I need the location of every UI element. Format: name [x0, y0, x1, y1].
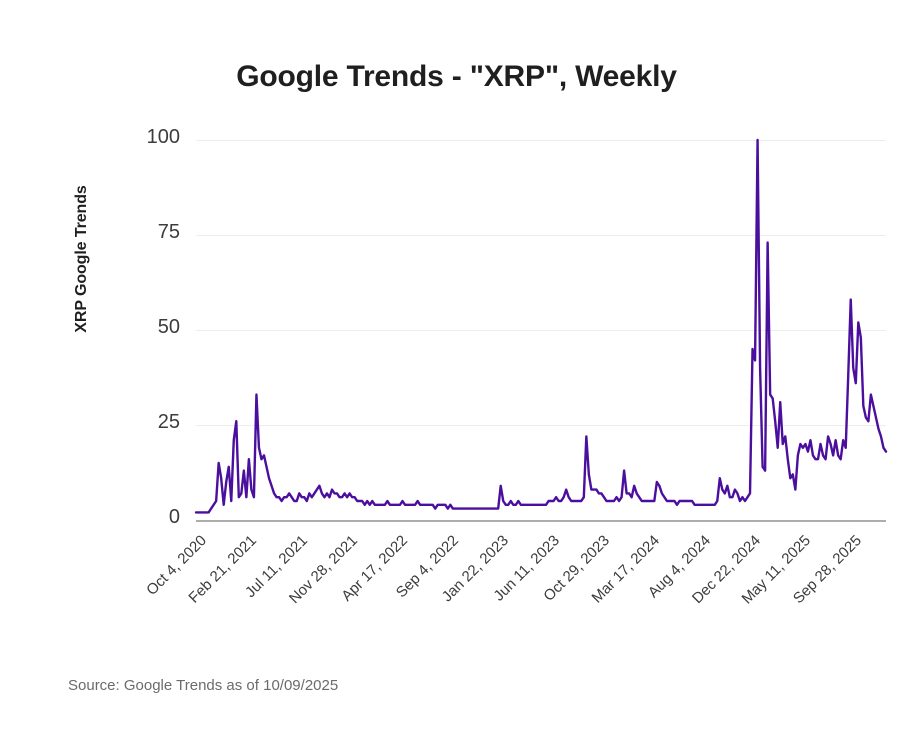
gridline-25 — [196, 425, 886, 426]
x-axis-tick-1: Feb 21, 2021 — [185, 532, 261, 607]
x-axis-tick-10: Aug 4, 2024 — [644, 532, 714, 602]
x-axis-tick-11: Dec 22, 2024 — [688, 532, 765, 608]
y-axis-tick-100: 100 — [146, 126, 180, 148]
gridline-75 — [196, 235, 886, 236]
chart-title: Google Trends - "XRP", Weekly — [236, 60, 677, 93]
gridline-50 — [196, 330, 886, 331]
series-line-xrp-google-trends — [194, 138, 888, 514]
x-axis-tick-9: Mar 17, 2024 — [588, 532, 664, 607]
x-axis-tick-12: May 11, 2025 — [738, 532, 815, 608]
x-axis-tick-2: Jul 11, 2021 — [241, 532, 311, 602]
plot-area — [194, 138, 888, 520]
x-axis-tick-4: Apr 17, 2022 — [338, 532, 412, 605]
x-axis-line — [196, 520, 886, 522]
y-axis-tick-0: 0 — [168, 506, 180, 528]
x-axis-tick-7: Jun 11, 2023 — [489, 532, 563, 605]
x-axis-tick-3: Nov 28, 2021 — [285, 532, 362, 608]
x-axis-tick-6: Jan 22, 2023 — [438, 532, 513, 606]
x-axis-tick-0: Oct 4, 2020 — [143, 532, 211, 599]
x-axis-tick-13: Sep 28, 2025 — [789, 532, 865, 608]
y-axis-tick-25: 25 — [157, 411, 180, 433]
y-axis-tick-75: 75 — [157, 221, 180, 243]
x-axis-tick-8: Oct 29, 2023 — [540, 532, 613, 605]
y-axis-tick-50: 50 — [157, 316, 180, 338]
source-note: Source: Google Trends as of 10/09/2025 — [68, 677, 339, 694]
x-axis-tick-5: Sep 4, 2022 — [392, 532, 462, 602]
y-axis-tick-group: 0 25 50 75 100 — [118, 0, 180, 735]
gridline-100 — [196, 140, 886, 141]
